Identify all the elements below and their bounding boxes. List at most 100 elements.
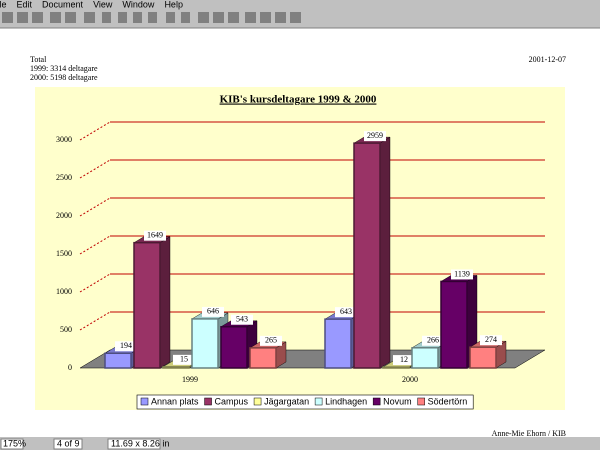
y-tick-label: 0 [68,363,72,372]
y-tick-label: 2500 [56,173,72,182]
value-label-bg [260,335,282,346]
tool-button[interactable] [181,12,190,23]
chart-title: KIB's kursdeltagare 1999 & 2000 [220,94,377,106]
toolbar [2,12,301,23]
x-tick-label: 1999 [182,375,198,384]
y-tick-label: 1500 [56,249,72,258]
grid-line-side [79,273,111,293]
legend-swatch [372,397,381,406]
grid-line-side [79,159,111,179]
legend-label: Södertörn [428,396,468,406]
value-label-bg [422,335,444,346]
page-line: 1999: 3314 deltagare [30,64,98,73]
legend-swatch [253,397,262,406]
page-footer: Anne-Mie Ehorn / KIB [492,429,566,438]
value-label: 274 [485,335,497,344]
tool-button[interactable] [275,12,286,23]
zoom: 175% [3,438,26,448]
x-tick-label: 2000 [402,375,418,384]
bar [249,347,277,369]
y-tick-label: 3000 [56,135,72,144]
page-date: 2001-12-07 [529,55,566,64]
y-tick-label: 500 [60,325,72,334]
menu-item[interactable]: Window [122,0,155,9]
bar [162,366,190,369]
bar [469,346,497,369]
legend-swatch [417,397,425,406]
bar [191,318,219,369]
tool-button[interactable] [213,12,224,23]
legend: Annan plats Campus Jägargatan Lindhagen Novu… [136,394,474,410]
value-label-bg [173,354,195,365]
bar [411,347,439,369]
chart: 0 500 1000 1500 2000 2500 3000 1999 194 1649 15 646… [56,121,546,410]
menu-bar: File Edit Document View Window Help [0,0,183,9]
value-label: 2959 [367,131,383,140]
value-label: 194 [120,341,132,350]
tool-button[interactable] [245,12,256,23]
menu-item[interactable]: Help [164,0,183,9]
value-label-bg [231,314,253,325]
tool-button[interactable] [166,12,175,23]
y-tick-label: 1000 [56,287,72,296]
size-box [107,438,161,450]
value-label: 646 [207,307,219,316]
bar [382,366,410,369]
legend-swatch [140,397,149,406]
grid-line-side [79,197,111,217]
value-label-bg [393,355,415,366]
legend-label: Annan plats [151,396,199,406]
tool-button[interactable] [32,12,43,23]
grid-line-side [79,121,111,141]
tool-button[interactable] [17,12,28,23]
page-heading: Total [30,55,47,64]
tool-button[interactable] [102,12,111,23]
tool-button[interactable] [260,12,271,23]
tool-button[interactable] [50,12,61,23]
value-label-bg [202,306,224,317]
grid-line-side [79,235,111,255]
bar [353,142,381,369]
menu-item[interactable]: Edit [17,0,33,9]
value-label-bg [335,307,357,318]
value-label: 643 [340,307,352,316]
tool-button[interactable] [133,12,142,23]
bar [324,318,352,369]
page-box[interactable] [53,438,83,450]
zoom-box[interactable] [0,438,24,450]
value-label-bg [364,131,386,142]
tool-button[interactable] [198,12,209,23]
menu-item[interactable]: Document [42,0,84,9]
value-label: 266 [427,336,439,345]
tool-button[interactable] [65,12,76,23]
value-label: 265 [265,336,277,345]
tool-button[interactable] [228,12,239,23]
value-label-bg [144,230,166,241]
page-number: 4 of 9 [57,438,80,448]
legend-swatch [204,397,212,406]
bar [104,352,132,369]
menu-item[interactable]: File [0,0,7,9]
tool-button[interactable] [118,12,127,23]
tool-button[interactable] [290,12,301,23]
legend-label: Lindhagen [325,396,367,406]
value-label: 1649 [147,231,163,240]
value-label: 12 [400,355,408,364]
y-tick-label: 2000 [56,211,72,220]
page-line: 2000: 5198 deltagare [30,73,98,82]
bar-side [159,236,171,369]
tool-button[interactable] [2,12,13,23]
value-label: 543 [236,315,248,324]
legend-swatch [314,397,323,406]
grid-line-side [79,311,111,331]
legend-label: Campus [215,396,249,406]
value-label-bg [480,335,502,346]
tool-button[interactable] [84,12,95,23]
page-size: 11.69 x 8.26 in [111,438,169,448]
value-label: 1139 [454,269,470,278]
bar-side [379,136,391,369]
menu-item[interactable]: View [93,0,113,9]
tool-button[interactable] [148,12,157,23]
bar [440,280,468,369]
